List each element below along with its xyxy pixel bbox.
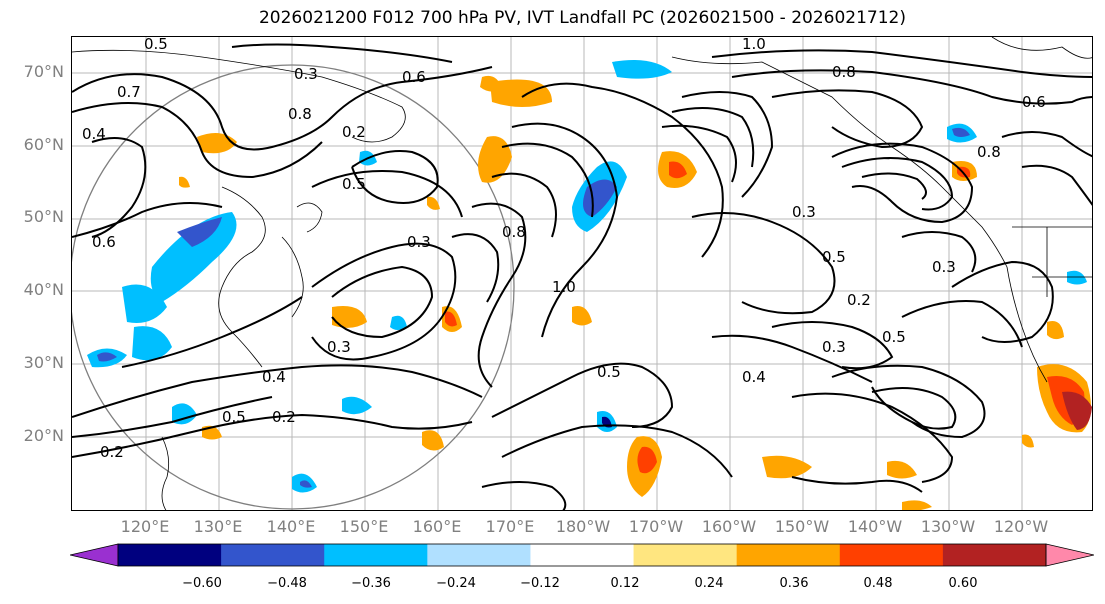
contour-label: 0.8 xyxy=(832,63,856,81)
map-panel: 0.5 0.3 0.6 0.8 0.7 0.2 0.4 1.0 0.5 0.3 … xyxy=(71,36,1093,511)
contour-label: 0.3 xyxy=(294,65,318,83)
contour-label: 0.6 xyxy=(1022,93,1046,111)
lon-label-140e: 140°E xyxy=(266,517,316,536)
contour-label: 0.5 xyxy=(882,328,906,346)
contour-label: 0.5 xyxy=(342,175,366,193)
lon-label-120e: 120°E xyxy=(120,517,170,536)
contour-label: 0.2 xyxy=(847,291,871,309)
lon-label-160e: 160°E xyxy=(412,517,462,536)
contour-label: 0.2 xyxy=(272,408,296,426)
contour-label: 0.5 xyxy=(597,363,621,381)
lat-label-50n: 50°N xyxy=(23,207,64,226)
colorbar-segment xyxy=(736,544,841,566)
lon-label-150e: 150°E xyxy=(339,517,389,536)
contour-label: 0.4 xyxy=(262,368,286,386)
colorbar-tick: −0.24 xyxy=(436,576,476,591)
lon-label-120w: 120°W xyxy=(993,517,1049,536)
colorbar-segment xyxy=(427,544,531,566)
contour-label: 0.7 xyxy=(117,83,141,101)
colorbar-tick: 0.24 xyxy=(694,576,724,591)
contour-label: 0.5 xyxy=(144,37,168,53)
contour-label: 0.4 xyxy=(742,368,766,386)
lon-label-180w: 180°W xyxy=(555,517,611,536)
colorbar-segment xyxy=(942,544,1047,566)
contour-label: 1.0 xyxy=(552,278,576,296)
colorbar-segment xyxy=(839,544,944,566)
contour-label: 0.4 xyxy=(82,125,106,143)
graticule xyxy=(72,37,1092,510)
shading-negative xyxy=(87,59,1087,493)
contour-label: 0.3 xyxy=(407,233,431,251)
colorbar-segment xyxy=(530,544,635,566)
lat-label-20n: 20°N xyxy=(23,426,64,445)
contour-label: 1.0 xyxy=(742,37,766,53)
colorbar-segment xyxy=(633,544,738,566)
colorbar-tick: 0.60 xyxy=(948,576,978,591)
contour-label: 0.3 xyxy=(792,203,816,221)
contour-label: 0.8 xyxy=(502,223,526,241)
contour-label: 0.8 xyxy=(977,143,1001,161)
colorbar-tick: −0.12 xyxy=(520,576,560,591)
lon-label-140w: 140°W xyxy=(847,517,903,536)
pv-contours xyxy=(72,43,1092,510)
shading-positive xyxy=(179,75,1092,510)
lon-label-130w: 130°W xyxy=(920,517,976,536)
contour-label: 0.3 xyxy=(327,338,351,356)
contour-label: 0.5 xyxy=(222,408,246,426)
lon-label-170w: 170°W xyxy=(628,517,684,536)
colorbar-segment xyxy=(324,544,428,566)
lat-label-30n: 30°N xyxy=(23,353,64,372)
contour-label: 0.2 xyxy=(100,443,124,461)
colorbar-tick: 0.36 xyxy=(779,576,809,591)
contour-label: 0.3 xyxy=(932,258,956,276)
lat-label-60n: 60°N xyxy=(23,135,64,154)
colorbar-segment xyxy=(118,544,222,566)
colorbar xyxy=(70,543,1094,567)
lat-label-70n: 70°N xyxy=(23,62,64,81)
lat-label-40n: 40°N xyxy=(23,280,64,299)
lon-label-160w: 160°W xyxy=(701,517,757,536)
colorbar-tick: −0.60 xyxy=(182,576,222,591)
colorbar-extend-high xyxy=(1045,543,1094,567)
contour-labels: 0.5 0.3 0.6 0.8 0.7 0.2 0.4 1.0 0.5 0.3 … xyxy=(82,37,1046,461)
map-title: 2026021200 F012 700 hPa PV, IVT Landfall… xyxy=(258,8,906,28)
colorbar-tick: 0.12 xyxy=(610,576,640,591)
colorbar-extend-low xyxy=(70,543,119,567)
contour-label: 0.8 xyxy=(288,105,312,123)
colorbar-segment xyxy=(221,544,325,566)
radius-circle xyxy=(72,64,515,510)
colorbar-tick: −0.48 xyxy=(267,576,307,591)
contour-label: 0.2 xyxy=(342,123,366,141)
coastlines xyxy=(72,37,1092,510)
colorbar-tick: −0.36 xyxy=(351,576,391,591)
contour-label: 0.3 xyxy=(822,338,846,356)
colorbar-tick: 0.48 xyxy=(863,576,893,591)
lon-label-170e: 170°E xyxy=(485,517,535,536)
contour-label: 0.6 xyxy=(92,233,116,251)
colorbar-outline xyxy=(117,543,1047,567)
contour-label: 0.5 xyxy=(822,248,846,266)
lon-label-130e: 130°E xyxy=(193,517,243,536)
contour-label: 0.6 xyxy=(402,68,426,86)
lon-label-150w: 150°W xyxy=(774,517,830,536)
